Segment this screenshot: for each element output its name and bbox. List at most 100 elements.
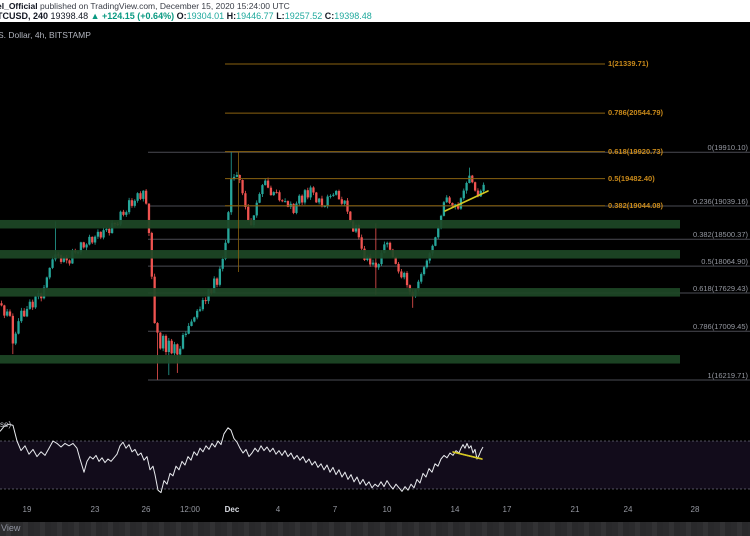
- ohlc-value: 19446.77: [236, 11, 274, 21]
- candle-body: [196, 310, 199, 318]
- candle-body: [125, 212, 128, 215]
- symbol-interval: TCUSD, 240: [0, 11, 49, 21]
- candle-body: [17, 321, 20, 334]
- candle-body: [357, 224, 360, 238]
- price-trendline[interactable]: [444, 190, 489, 212]
- candle-body: [281, 200, 284, 202]
- candle-body: [93, 236, 97, 243]
- candle-body: [312, 187, 315, 193]
- candle-body: [434, 237, 437, 246]
- tradingview-watermark: View: [1, 523, 21, 533]
- candle-body: [247, 206, 250, 221]
- candle-body: [278, 192, 281, 201]
- candle-body: [371, 262, 375, 265]
- candle-body: [51, 259, 54, 268]
- candle-body: [340, 199, 343, 204]
- candle-body: [388, 242, 392, 250]
- candle-body: [20, 310, 23, 322]
- candle-body: [329, 195, 332, 197]
- ohlc-values: O:19304.01 H:19446.77 L:19257.52 C:19398…: [177, 11, 372, 21]
- candle-body: [386, 242, 389, 245]
- candle-body: [88, 236, 91, 245]
- support-resistance-band[interactable]: [0, 355, 680, 364]
- candle-body: [14, 333, 17, 344]
- candle-body: [28, 301, 32, 309]
- ohlc-label: C:: [322, 11, 335, 21]
- candle-body: [255, 202, 258, 216]
- candle-body: [343, 200, 346, 204]
- support-resistance-band[interactable]: [0, 250, 680, 259]
- support-resistance-band[interactable]: [0, 288, 680, 297]
- candle-body: [48, 267, 51, 278]
- candle-body: [317, 198, 321, 203]
- candle-body: [156, 323, 159, 333]
- fib-extension-label: 0.382(19044.08): [608, 200, 664, 210]
- x-axis-tick-label: 12:00: [179, 505, 201, 514]
- candle-body: [403, 272, 406, 278]
- candle-body: [99, 231, 102, 238]
- candle-body: [187, 325, 190, 334]
- candle-body: [360, 237, 363, 249]
- candle-body: [85, 244, 88, 248]
- x-axis-tick-label: 10: [382, 505, 392, 514]
- candle-body: [266, 180, 270, 188]
- fib-retracement-label: 0(19910.10): [707, 143, 748, 153]
- candle-body: [448, 197, 451, 203]
- candle-body: [213, 278, 216, 293]
- candle-body: [133, 200, 136, 206]
- fib-retracement-label: 0.5(18064.90): [701, 257, 748, 267]
- candle-body: [232, 176, 236, 180]
- attribution-line: el_Official published on TradingView.com…: [0, 1, 290, 11]
- candle-body: [184, 333, 187, 336]
- last-price: 19398.48: [50, 11, 89, 21]
- candle-body: [79, 242, 83, 253]
- candle-body: [8, 311, 12, 316]
- candle-body: [275, 192, 278, 194]
- candle-body: [320, 198, 324, 207]
- candle-body: [198, 309, 202, 311]
- candle-body: [0, 303, 3, 306]
- candle-body: [264, 180, 267, 186]
- candle-body: [23, 310, 26, 317]
- rsi-line[interactable]: [0, 423, 484, 494]
- ohlc-value: 19304.01: [186, 11, 225, 21]
- support-resistance-band[interactable]: [0, 219, 680, 229]
- candle-body: [465, 183, 468, 191]
- x-axis-tick-label: 28: [690, 505, 700, 514]
- candle-body: [422, 267, 426, 275]
- ohlc-label: H:: [224, 11, 237, 21]
- candle-body: [162, 335, 165, 349]
- candle-body: [82, 242, 85, 248]
- x-axis-tick-label: 26: [141, 505, 151, 514]
- candle-body: [241, 180, 244, 194]
- candle-body: [96, 231, 100, 237]
- candle-body: [221, 258, 224, 269]
- publish-header: el_Official published on TradingView.com…: [0, 0, 750, 22]
- attribution-text: published on TradingView.com, December 1…: [37, 1, 290, 11]
- candle-body: [377, 264, 380, 268]
- ohlc-label: O:: [176, 11, 187, 21]
- candle-body: [25, 308, 29, 317]
- fib-extension-label: 0.618(19920.73): [608, 146, 664, 156]
- candle-body: [332, 194, 335, 196]
- x-axis-tick-label: 23: [90, 505, 100, 514]
- fib-extension-lines[interactable]: [225, 63, 605, 272]
- ohlc-label: L:: [273, 11, 285, 21]
- candle-body: [442, 202, 446, 216]
- rsi-indicator-label: se): [0, 420, 12, 429]
- author-name: el_Official: [0, 1, 38, 11]
- candle-body: [31, 301, 34, 308]
- ohlc-value: 19257.52: [284, 11, 323, 21]
- rsi-trendline[interactable]: [452, 451, 483, 460]
- x-axis-tick-label: 24: [623, 505, 633, 514]
- candle-body: [238, 174, 241, 181]
- fib-retracement-label: 0.382(18500.37): [692, 230, 748, 240]
- candle-body: [292, 203, 295, 213]
- candle-body: [462, 190, 465, 199]
- candle-body: [127, 200, 131, 213]
- candle-body: [147, 203, 151, 233]
- candle-body: [349, 211, 352, 222]
- candle-body: [102, 230, 105, 238]
